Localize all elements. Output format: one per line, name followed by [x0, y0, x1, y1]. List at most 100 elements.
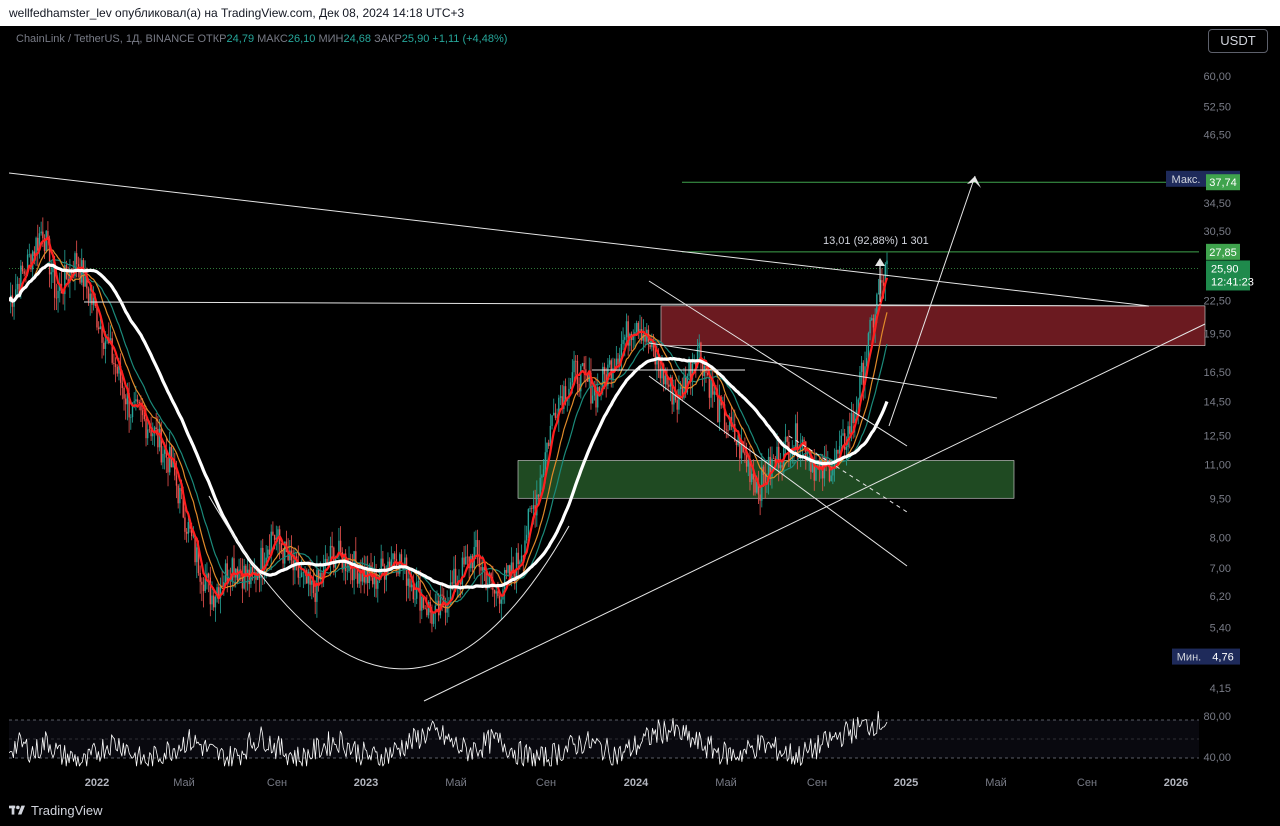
ma-orange-line[interactable]: [8, 249, 888, 609]
candle-body: [91, 293, 93, 305]
candle-body: [416, 582, 418, 599]
candle-body: [573, 360, 575, 373]
candle-body: [874, 314, 876, 328]
y-axis-tick-label: 34,50: [1203, 198, 1231, 210]
rounding-bottom-arc[interactable]: [208, 495, 570, 670]
candle-body: [800, 447, 802, 452]
currency-button[interactable]: USDT: [1208, 29, 1268, 53]
candle-body: [113, 362, 115, 364]
candle-body: [241, 573, 244, 589]
footer-bar: TradingView: [0, 794, 1280, 826]
candle-body: [422, 596, 425, 608]
candle-body: [211, 595, 213, 605]
candle-body: [394, 553, 396, 560]
candle-body: [612, 368, 614, 380]
candle-body: [177, 485, 179, 504]
candle-body: [830, 475, 832, 482]
candle-body: [717, 394, 719, 423]
candle-body: [676, 400, 678, 410]
y-axis-tick-label: 8,00: [1210, 533, 1231, 545]
x-axis-tick-label: Май: [715, 777, 737, 789]
candle-body: [644, 334, 646, 342]
candle-body: [505, 569, 508, 573]
wedge-upper-line[interactable]: [648, 280, 908, 447]
price-chart[interactable]: 13,01 (92,88%) 1 301 60,00 52,50 46,50 34,50…: [7, 26, 1271, 794]
candle-body: [803, 439, 805, 442]
legend-high-label: МАКС: [257, 33, 288, 45]
candle-body: [503, 569, 506, 590]
ma-red-line[interactable]: [8, 236, 889, 614]
candle-body: [605, 374, 607, 386]
candle-body: [162, 453, 164, 463]
candle-body: [774, 458, 777, 464]
candle-body: [627, 321, 629, 346]
candle-body: [184, 517, 186, 532]
candle-body: [835, 449, 837, 460]
candle-body: [201, 581, 203, 585]
candle-body: [520, 555, 523, 562]
candle-body: [500, 599, 502, 604]
ma-white-line[interactable]: [7, 263, 889, 590]
candle-body: [417, 581, 420, 583]
candle-body: [89, 293, 91, 301]
candle-body: [554, 412, 557, 418]
y-axis-tick-label: 30,50: [1203, 226, 1231, 238]
candle-body: [99, 326, 102, 330]
candle-body: [551, 415, 553, 426]
candle-body: [150, 429, 152, 437]
candle-body: [615, 358, 618, 369]
candle-body: [664, 375, 667, 385]
candle-body: [312, 580, 315, 594]
candle-body: [586, 374, 589, 382]
candle-body: [40, 231, 42, 234]
candle-body: [275, 537, 277, 540]
candle-body: [598, 387, 601, 392]
candle-body: [448, 604, 450, 606]
chart-area[interactable]: 13,01 (92,88%) 1 301 60,00 52,50 46,50 34,50…: [7, 26, 1271, 794]
uptrend-support-line[interactable]: [423, 323, 1206, 702]
candle-body: [43, 238, 46, 252]
countdown-text: 12:41:23: [1211, 276, 1254, 288]
projection-arrow-line[interactable]: [888, 175, 976, 427]
candle-body: [47, 231, 49, 239]
candle-body: [735, 441, 738, 446]
candle-body: [463, 557, 465, 565]
candle-body: [300, 572, 303, 578]
rsi-line[interactable]: [8, 711, 888, 767]
candle-body: [693, 362, 695, 364]
candle-body: [832, 467, 834, 476]
candle-body: [256, 572, 259, 580]
candle-body: [165, 449, 168, 458]
candle-body: [148, 429, 151, 431]
resistance-zone[interactable]: [660, 305, 1206, 346]
candle-body: [519, 561, 521, 565]
candle-body: [794, 423, 797, 448]
candle-body: [810, 455, 812, 472]
candle-body: [844, 433, 846, 450]
downtrend-line[interactable]: [8, 172, 1150, 307]
candle-body: [786, 436, 788, 442]
legend-high: 26,10: [287, 33, 316, 45]
candle-body: [372, 576, 374, 585]
candle-body: [114, 363, 117, 367]
candle-body: [620, 344, 623, 355]
candle-body: [377, 580, 379, 589]
candle-body: [21, 265, 24, 272]
support-zone[interactable]: [517, 460, 1015, 499]
candle-body: [45, 231, 47, 252]
neckline[interactable]: [83, 301, 1150, 307]
channel-upper-line[interactable]: [648, 342, 998, 399]
candle-body: [265, 557, 267, 566]
candle-body: [431, 612, 433, 624]
candle-body: [233, 558, 235, 578]
candle-body: [524, 540, 526, 557]
channel-lower-line[interactable]: [648, 375, 908, 567]
y-axis-tick-label: 4,15: [1210, 683, 1231, 695]
candle-body: [776, 446, 778, 464]
tradingview-logo[interactable]: TradingView: [9, 803, 103, 818]
candle-body: [30, 254, 32, 270]
candle-body: [209, 577, 212, 605]
candle-body: [537, 494, 540, 497]
candle-body: [740, 441, 743, 459]
candle-body: [529, 508, 531, 510]
